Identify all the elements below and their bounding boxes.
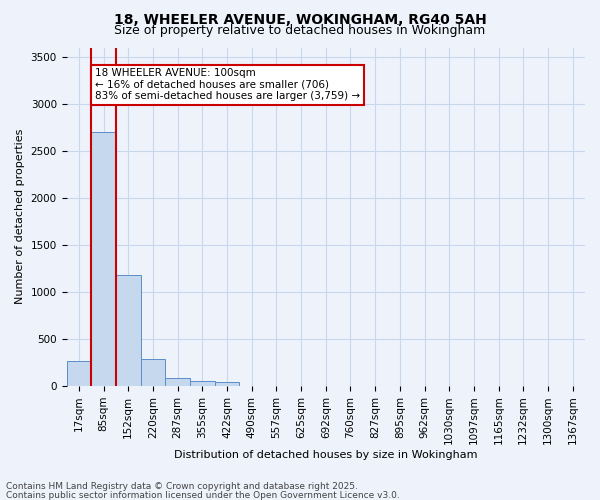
Text: Contains public sector information licensed under the Open Government Licence v3: Contains public sector information licen… (6, 490, 400, 500)
Y-axis label: Number of detached properties: Number of detached properties (15, 129, 25, 304)
Bar (116, 276, 140, 386)
Bar (165, 378, 190, 386)
Bar (190, 382, 215, 386)
Bar (215, 382, 239, 386)
Text: Contains HM Land Registry data © Crown copyright and database right 2025.: Contains HM Land Registry data © Crown c… (6, 482, 358, 491)
Bar (140, 359, 165, 386)
X-axis label: Distribution of detached houses by size in Wokingham: Distribution of detached houses by size … (174, 450, 478, 460)
Text: 18 WHEELER AVENUE: 100sqm
← 16% of detached houses are smaller (706)
83% of semi: 18 WHEELER AVENUE: 100sqm ← 16% of detac… (95, 68, 360, 102)
Bar (91, 132, 116, 386)
Text: 18, WHEELER AVENUE, WOKINGHAM, RG40 5AH: 18, WHEELER AVENUE, WOKINGHAM, RG40 5AH (113, 12, 487, 26)
Text: Size of property relative to detached houses in Wokingham: Size of property relative to detached ho… (115, 24, 485, 37)
Bar (67, 360, 91, 386)
